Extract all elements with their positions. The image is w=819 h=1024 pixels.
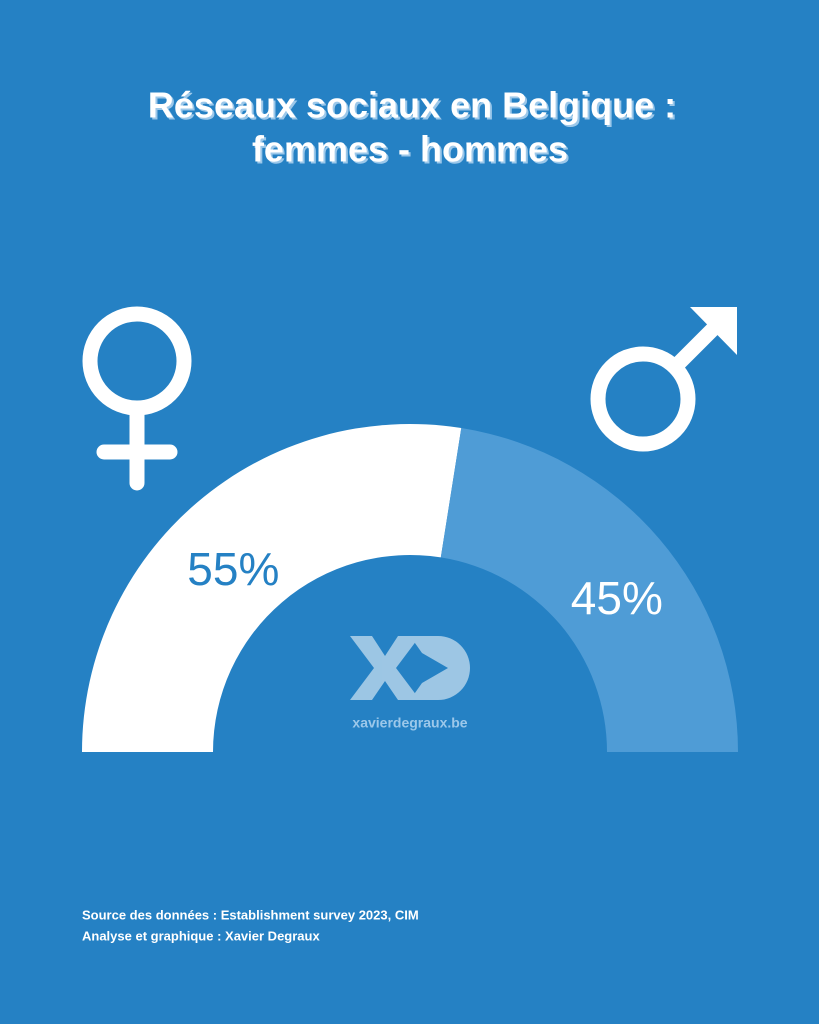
source: Source des données : Establishment surve… — [82, 907, 419, 922]
credit: Analyse et graphique : Xavier Degraux — [82, 928, 320, 943]
gauge-segment — [440, 428, 738, 752]
chart-title: Réseaux sociaux en Belgique : — [148, 85, 676, 126]
watermark: xavierdegraux.be — [352, 715, 467, 731]
logo — [350, 636, 470, 700]
gauge-segment — [82, 424, 462, 752]
female-icon — [82, 306, 192, 491]
data-label: 55% — [187, 543, 279, 595]
data-label: 45% — [571, 572, 663, 624]
gauge: 55% 45% — [82, 424, 738, 752]
chart-title: femmes - hommes — [252, 129, 568, 170]
male-icon — [590, 307, 737, 452]
